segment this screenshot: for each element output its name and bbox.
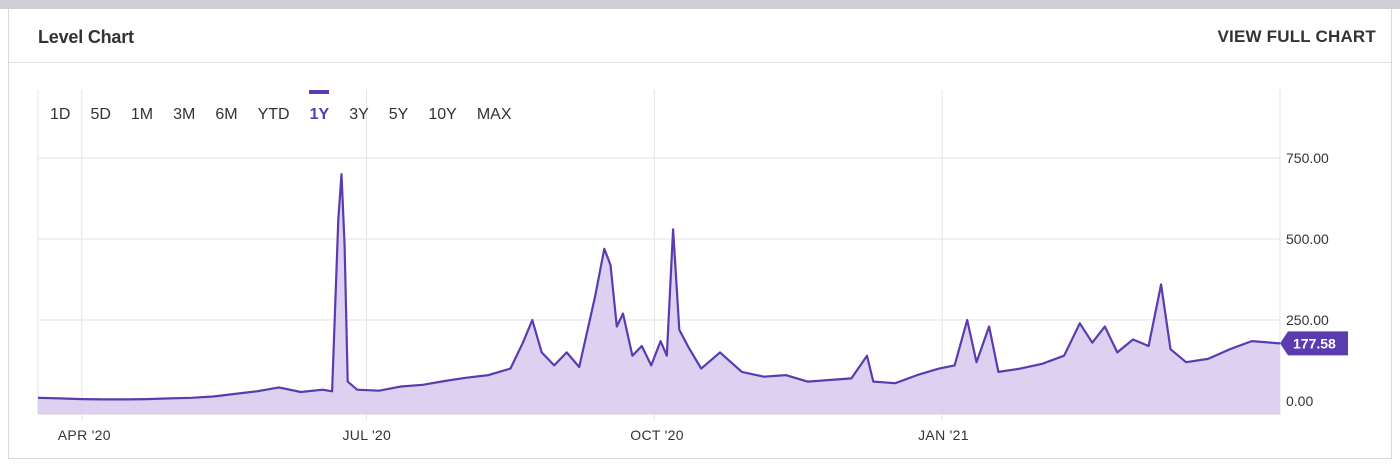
range-button-5d[interactable]: 5D [90, 106, 111, 123]
view-full-chart-link[interactable]: VIEW FULL CHART [1217, 27, 1376, 46]
range-button-10y[interactable]: 10Y [428, 106, 457, 123]
top-strip [0, 0, 1400, 9]
last-value-badge [1280, 331, 1348, 356]
y-tick-label: 750.00 [1286, 150, 1329, 166]
last-value-label: 177.58 [1293, 335, 1336, 351]
range-button-max[interactable]: MAX [476, 106, 512, 123]
y-tick-label: 250.00 [1286, 312, 1329, 328]
range-button-1d[interactable]: 1D [50, 106, 71, 123]
range-button-5y[interactable]: 5Y [388, 106, 409, 123]
x-tick-label: JAN '21 [918, 427, 969, 443]
card-title: Level Chart [38, 27, 134, 47]
range-button-1m[interactable]: 1M [130, 106, 154, 123]
x-tick-label: OCT '20 [630, 427, 684, 443]
range-selector: 1D 5D 1M 3M 6M YTD 1Y 3Y 5Y 10Y MAX [40, 90, 521, 127]
range-button-1y[interactable]: 1Y [300, 90, 340, 127]
range-button-6m[interactable]: 6M [215, 106, 238, 123]
range-button-3y[interactable]: 3Y [349, 106, 369, 123]
x-tick-label: JUL '20 [342, 427, 391, 443]
range-button-ytd[interactable]: YTD [257, 106, 290, 123]
series-line [37, 173, 1281, 401]
y-tick-label: 0.00 [1286, 393, 1313, 409]
card-header: Level Chart VIEW FULL CHART [9, 9, 1391, 63]
x-tick-label: APR '20 [58, 427, 111, 443]
series-area [38, 174, 1280, 414]
range-button-3m[interactable]: 3M [173, 106, 196, 123]
y-tick-label: 500.00 [1286, 231, 1329, 247]
